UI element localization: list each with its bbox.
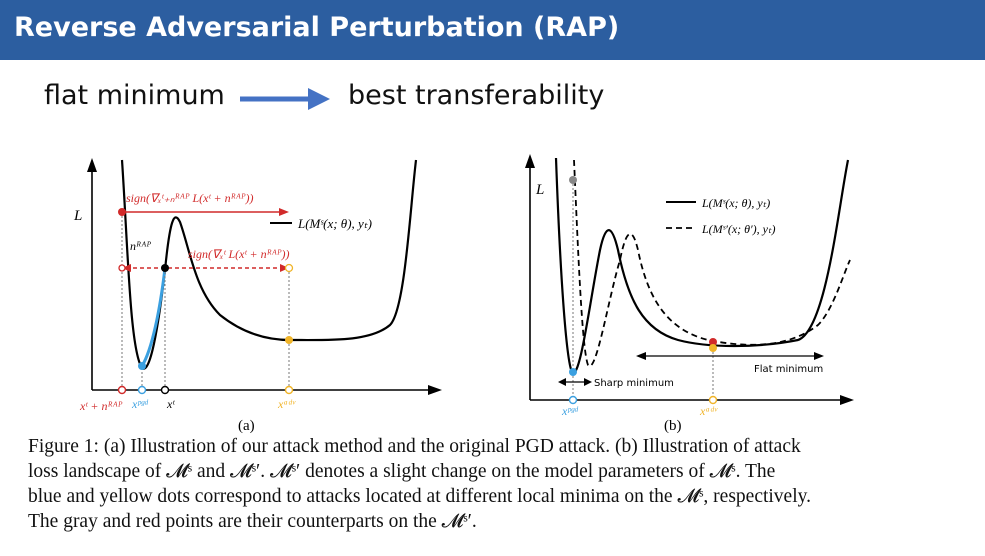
figure-b-sharp-label: Sharp minimum (594, 378, 674, 389)
figure-a-annot-mid: sign(∇ₓᵗ L(xᵗ + nᴿᴬᴾ)) (188, 247, 289, 261)
figure-a-tick-xt: xᵗ (166, 397, 175, 411)
figure-b-y-label: L (535, 182, 544, 198)
figure-a-blue-point (138, 362, 146, 370)
figure-a-yellow-point (285, 336, 293, 344)
flow-left-text: flat minimum (44, 80, 225, 111)
figure-a: L sign(∇ₓᵗ₊ₙᴿᴬᴾ L(xᵗ + nᴿᴬᴾ)) sign(∇ₓᵗ L… (73, 158, 442, 434)
figure-b-legend-dashed: L(Mˢ′(x; θ′), yₜ) (701, 222, 776, 236)
figure-b-tick-xpgd: xᵖᵍᵈ (561, 404, 579, 418)
caption-line-4: The gray and red points are their counte… (28, 511, 477, 532)
figure-b-flat-label: Flat minimum (754, 364, 823, 375)
caption-line-1: Figure 1: (a) Illustration of our attack… (28, 436, 801, 457)
figure-b-dashed-curve (573, 159, 851, 367)
figure-a-red-point (118, 208, 126, 216)
figure-b-legend-solid: L(Mˢ(x; θ), yₜ) (701, 196, 770, 210)
figure-b-solid-curve (554, 157, 850, 374)
title-bar: Reverse Adversarial Perturbation (RAP) (0, 0, 985, 60)
figure-a-pgd-path (140, 267, 167, 367)
caption-line-3: blue and yellow dots correspond to attac… (28, 486, 811, 507)
figure-b-blue-point (569, 368, 577, 376)
figure-b-gray-point (569, 176, 577, 184)
figure-a-tick-xadv: xᵃᵈᵛ (277, 397, 296, 411)
flow-right-text: best transferability (348, 80, 605, 111)
figure-a-black-point (161, 264, 169, 272)
figure-caption: Figure 1: (a) Illustration of our attack… (28, 434, 968, 534)
figure-a-tick-xrap: xᵗ + nᴿᴬᴾ (79, 399, 123, 413)
right-arrow-icon (240, 88, 330, 110)
figure-a-tick-xpgd: xᵖᵍᵈ (131, 397, 149, 411)
figure-b: L Sharp minimum Flat minimum L(Mˢ(x; θ),… (525, 154, 854, 434)
figure-b-sublabel: (b) (664, 418, 682, 434)
figure-a-annot-top: sign(∇ₓᵗ₊ₙᴿᴬᴾ L(xᵗ + nᴿᴬᴾ)) (126, 191, 253, 205)
caption-line-2: loss landscape of 𝓜ˢ and 𝓜ˢ′. 𝓜ˢ′ denote… (28, 461, 776, 482)
figure-b-red-point (709, 338, 717, 346)
figure-a-legend: L(Mˢ(x; θ), yₜ) (297, 216, 372, 231)
figure-a-sublabel: (a) (238, 418, 255, 434)
figure-a-n-rap: nᴿᴬᴾ (130, 239, 151, 253)
figure-b-yellow-point (709, 344, 717, 352)
figure-b-tick-xadv: xᵃᵈᵛ (699, 404, 718, 418)
figure-a-y-label: L (73, 208, 82, 224)
slide-title: Reverse Adversarial Perturbation (RAP) (14, 12, 620, 43)
